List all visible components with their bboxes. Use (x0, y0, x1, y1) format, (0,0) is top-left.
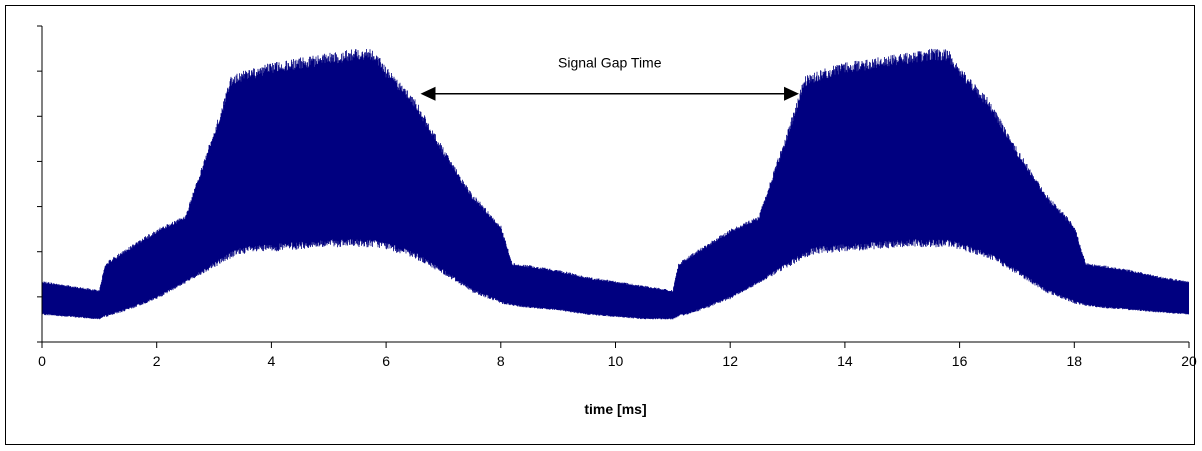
signal-series (42, 48, 1189, 320)
x-tick-label: 14 (837, 353, 853, 369)
ticks-layer: 0 2 4 6 8 10 12 14 16 18 20 (37, 25, 1197, 369)
x-tick-label: 16 (952, 353, 968, 369)
signal-gap-arrow-head-left (420, 86, 436, 101)
x-tick-label: 18 (1067, 353, 1083, 369)
signal-gap-arrow-head-right (784, 86, 800, 101)
annotation-layer: Signal Gap Time (420, 55, 800, 101)
x-tick-label: 10 (608, 353, 624, 369)
signal-envelope-layer (42, 48, 1189, 320)
x-axis-title: time [ms] (584, 401, 646, 417)
x-tick-label: 0 (38, 353, 46, 369)
x-tick-label: 12 (722, 353, 738, 369)
x-tick-label: 8 (497, 353, 505, 369)
x-tick-label: 4 (268, 353, 276, 369)
signal-gap-label: Signal Gap Time (558, 55, 662, 71)
x-tick-label: 6 (382, 353, 390, 369)
x-tick-label: 2 (153, 353, 161, 369)
x-tick-label: 20 (1181, 353, 1197, 369)
